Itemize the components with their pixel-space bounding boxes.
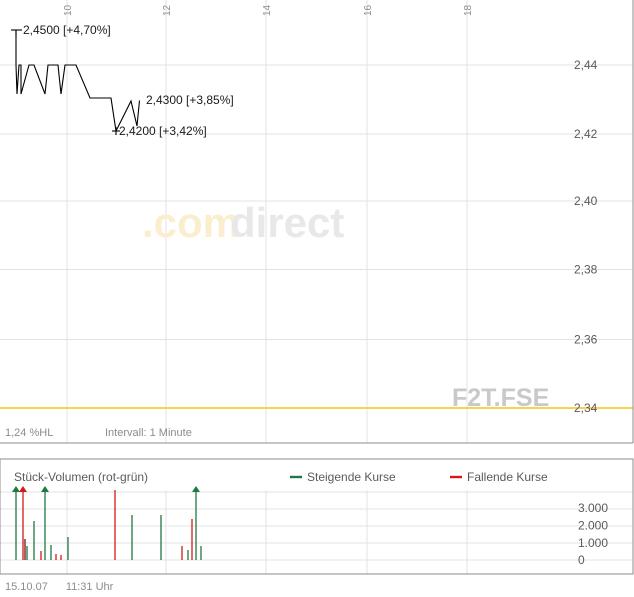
svg-text:3.000: 3.000 bbox=[578, 501, 608, 515]
svg-text:F2T.FSE: F2T.FSE bbox=[452, 384, 549, 412]
svg-text:2,40: 2,40 bbox=[574, 194, 598, 208]
svg-text:Fallende Kurse: Fallende Kurse bbox=[467, 470, 548, 484]
svg-text:0: 0 bbox=[578, 553, 585, 567]
svg-text:2,38: 2,38 bbox=[574, 263, 598, 277]
svg-text:Stück-Volumen (rot-grün): Stück-Volumen (rot-grün) bbox=[14, 470, 148, 484]
svg-text:14: 14 bbox=[262, 4, 273, 16]
svg-text:1.000: 1.000 bbox=[578, 536, 608, 550]
svg-text:2.000: 2.000 bbox=[578, 519, 608, 533]
svg-text:Intervall: 1 Minute: Intervall: 1 Minute bbox=[105, 427, 192, 439]
svg-text:16: 16 bbox=[363, 4, 374, 16]
svg-text:Steigende Kurse: Steigende Kurse bbox=[307, 470, 396, 484]
svg-text:2,42: 2,42 bbox=[574, 127, 598, 141]
svg-text:2,4500 [+4,70%]: 2,4500 [+4,70%] bbox=[23, 23, 111, 37]
svg-text:10: 10 bbox=[63, 4, 74, 16]
svg-text:2,4300 [+3,85%]: 2,4300 [+3,85%] bbox=[146, 93, 234, 107]
svg-text:2,44: 2,44 bbox=[574, 58, 598, 72]
svg-text:2,4200 [+3,42%]: 2,4200 [+3,42%] bbox=[119, 124, 207, 138]
svg-text:direct: direct bbox=[230, 199, 344, 246]
svg-text:18: 18 bbox=[463, 4, 474, 16]
svg-text:1,24 %HL: 1,24 %HL bbox=[5, 427, 53, 439]
svg-text:2,36: 2,36 bbox=[574, 333, 598, 347]
svg-text:.com: .com bbox=[142, 199, 240, 246]
svg-text:12: 12 bbox=[162, 4, 173, 16]
svg-text:2,34: 2,34 bbox=[574, 401, 598, 415]
